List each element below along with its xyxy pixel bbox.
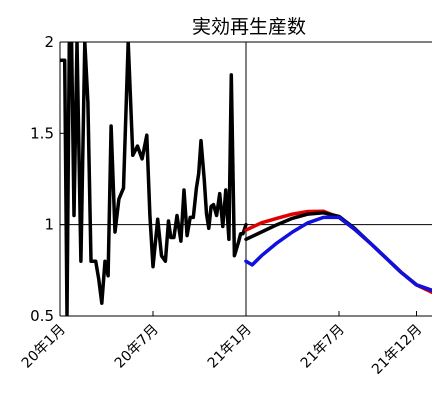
chart-title: 実効再生産数 (192, 16, 306, 38)
series-line-0 (60, 42, 248, 316)
y-tick-label: 1.5 (30, 124, 54, 142)
y-tick-label: 2 (44, 33, 54, 51)
series-line-1 (244, 209, 432, 295)
x-tick-label: 21年1月 (205, 322, 255, 372)
x-tick-label: 20年1月 (19, 322, 69, 372)
y-tick-label: 1 (44, 216, 54, 234)
x-tick-label: 21年12月 (369, 322, 425, 378)
reference-lines (60, 42, 432, 316)
x-tick-label: 20年7月 (112, 322, 162, 372)
y-tick-label: 0.5 (30, 307, 54, 325)
series-layer (60, 42, 432, 316)
series-line-3 (244, 215, 432, 293)
x-axis-ticks: 20年1月 20年7月 21年1月 21年7月 21年12月 (19, 311, 425, 378)
x-tick-label: 21年7月 (298, 322, 348, 372)
y-axis-ticks: 0.5 1 1.5 2 (30, 33, 65, 325)
